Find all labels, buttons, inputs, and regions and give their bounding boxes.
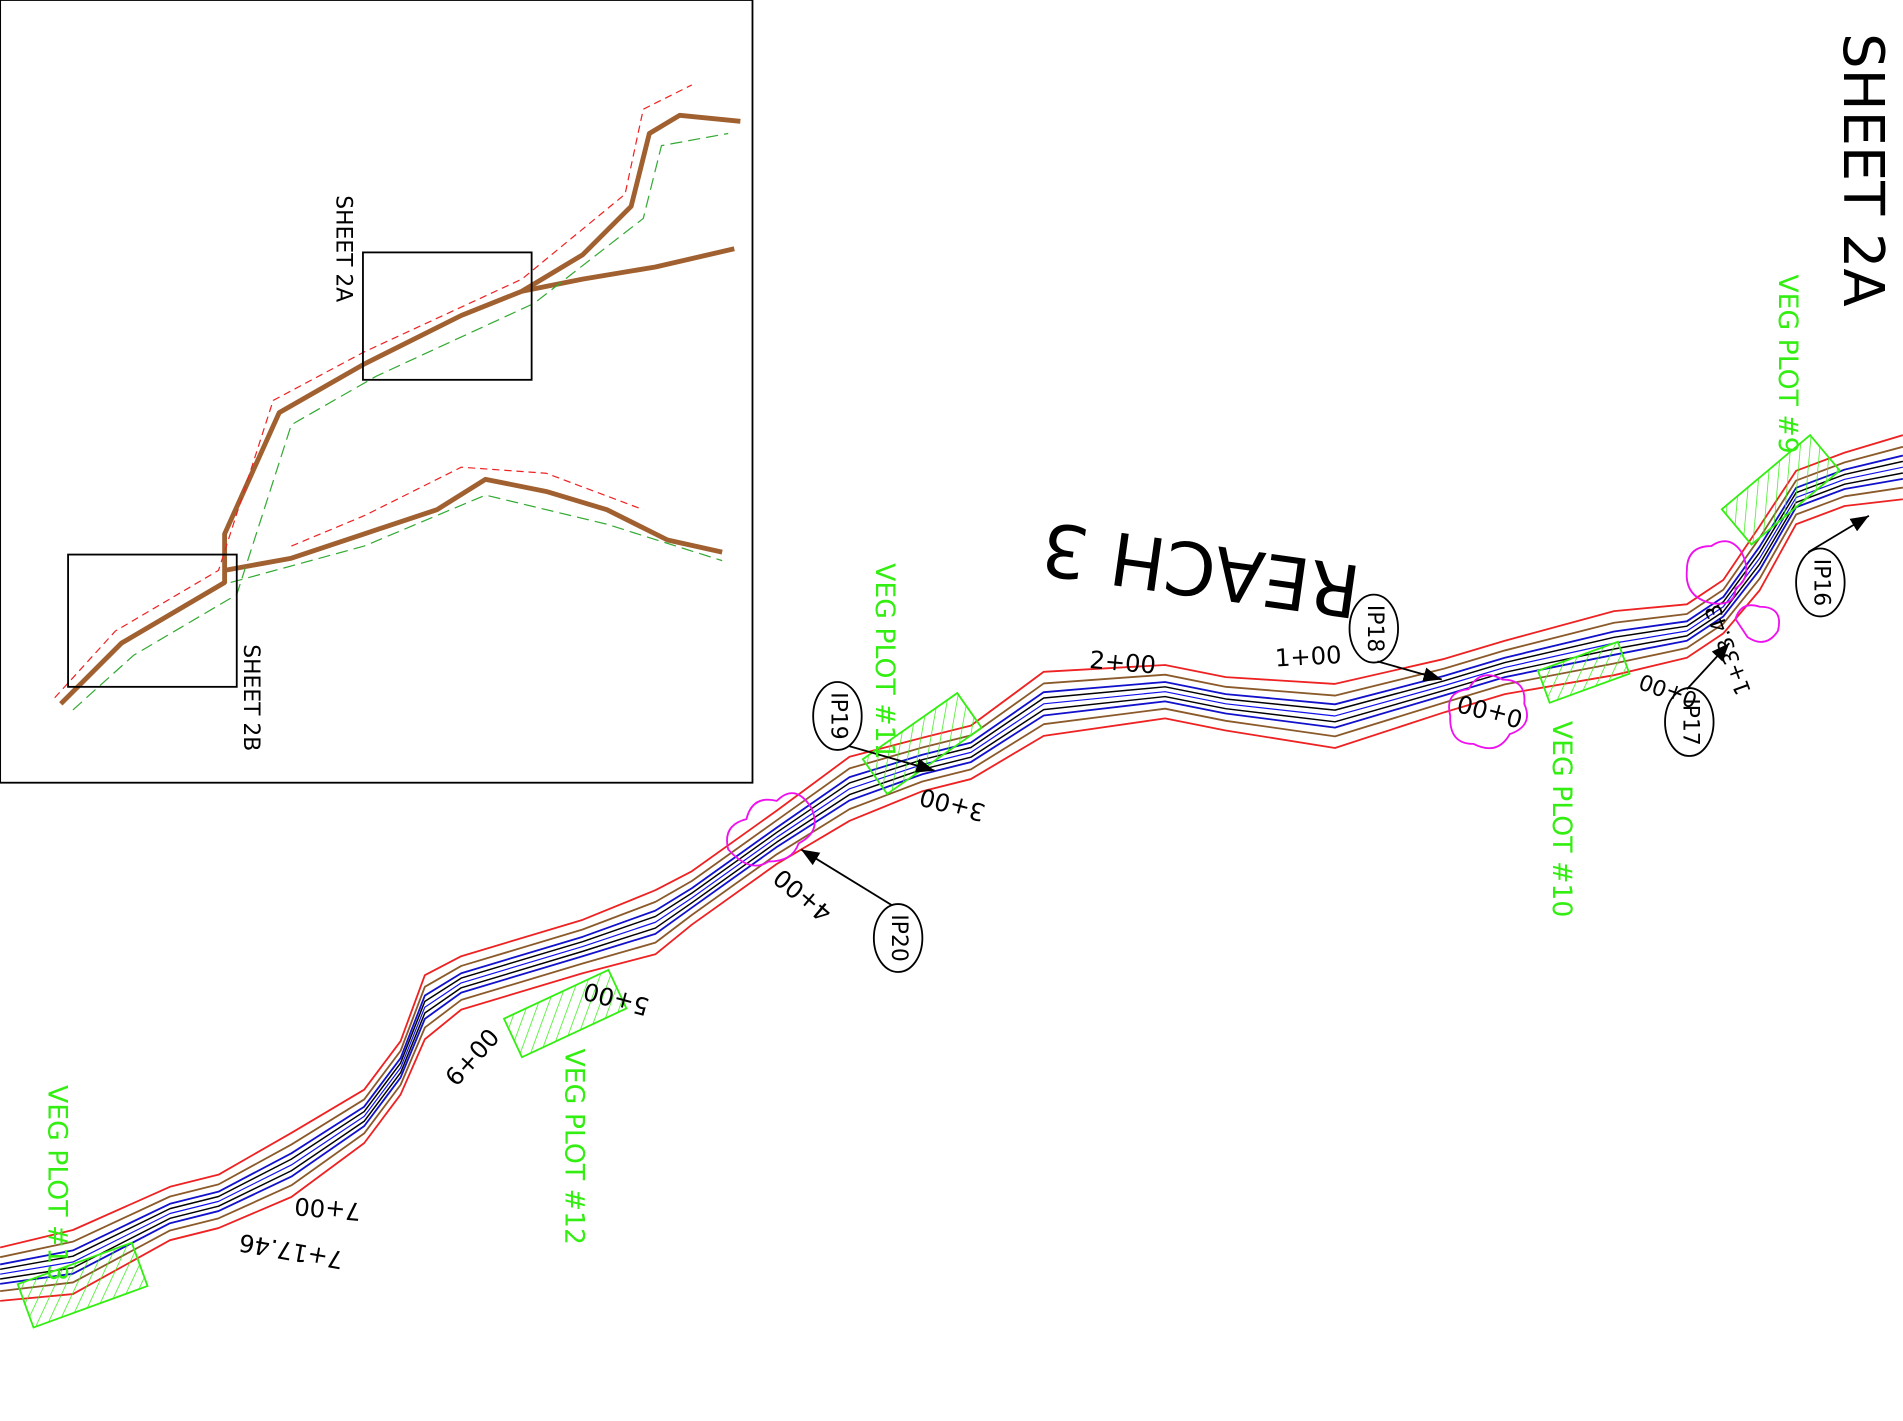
inset-sheet-label: SHEET 2B [238, 644, 263, 751]
ip-bubble [1348, 593, 1399, 664]
inset-sheet-label: SHEET 2A [330, 195, 355, 302]
veg-plot-label: VEG PLOT #11 [869, 563, 900, 759]
inset-limit [54, 84, 693, 699]
revision-clouds [726, 540, 1780, 867]
ip-arrow [1807, 514, 1870, 553]
ip-callouts [800, 514, 1870, 973]
ip-bubble [812, 681, 863, 751]
ip-arrow [1377, 660, 1442, 682]
inset-limit [230, 494, 723, 584]
veg-plot-box [502, 968, 628, 1059]
ip-label: IP18 [1362, 605, 1387, 652]
cloud [1448, 674, 1528, 750]
cloud [1734, 604, 1780, 643]
cloud [1685, 540, 1748, 605]
ip-bubble [1795, 547, 1846, 618]
veg-plot-label: VEG PLOT #12 [558, 1049, 589, 1245]
sheet-label: SHEET 2A [1830, 33, 1895, 306]
veg-plot-box [1536, 640, 1631, 704]
ip-label: IP19 [825, 692, 850, 739]
ip-label: IP20 [886, 914, 911, 961]
veg-plot-label: VEG PLOT #10 [1546, 721, 1577, 917]
station-label: 2+00 [1088, 645, 1157, 680]
inset-stream [521, 246, 735, 294]
ip-arrow [1686, 642, 1731, 690]
ip-arrow [800, 848, 893, 907]
stream-line [0, 486, 1903, 1293]
station-label: 7+00 [293, 1192, 362, 1227]
ip-label: IP16 [1808, 559, 1833, 606]
ip-bubble [872, 903, 924, 973]
stream-line [0, 477, 1903, 1285]
ip-bubble [1664, 687, 1715, 757]
inset-map: SHEET 2A SHEET 2B [0, 0, 754, 784]
inset-limit [72, 132, 729, 711]
stream-line [0, 498, 1903, 1302]
inset-frame [0, 0, 754, 784]
veg-plot-box [16, 1241, 149, 1329]
station-label: 1+00 [1274, 640, 1342, 672]
ip-label: IP17 [1677, 698, 1702, 745]
inset-stream [59, 112, 741, 706]
cloud [726, 792, 816, 867]
inset-stream [224, 476, 723, 573]
sheet-2b-box [67, 553, 238, 688]
veg-plot-label: VEG PLOT #13 [41, 1085, 72, 1281]
veg-plot-label: VEG PLOT #9 [1772, 274, 1803, 453]
veg-plot-boxes [16, 433, 1842, 1329]
veg-plot-box [1720, 433, 1842, 546]
sheet-2a-box [362, 251, 533, 381]
inset-limit [291, 466, 644, 547]
ip-arrow [849, 745, 935, 773]
